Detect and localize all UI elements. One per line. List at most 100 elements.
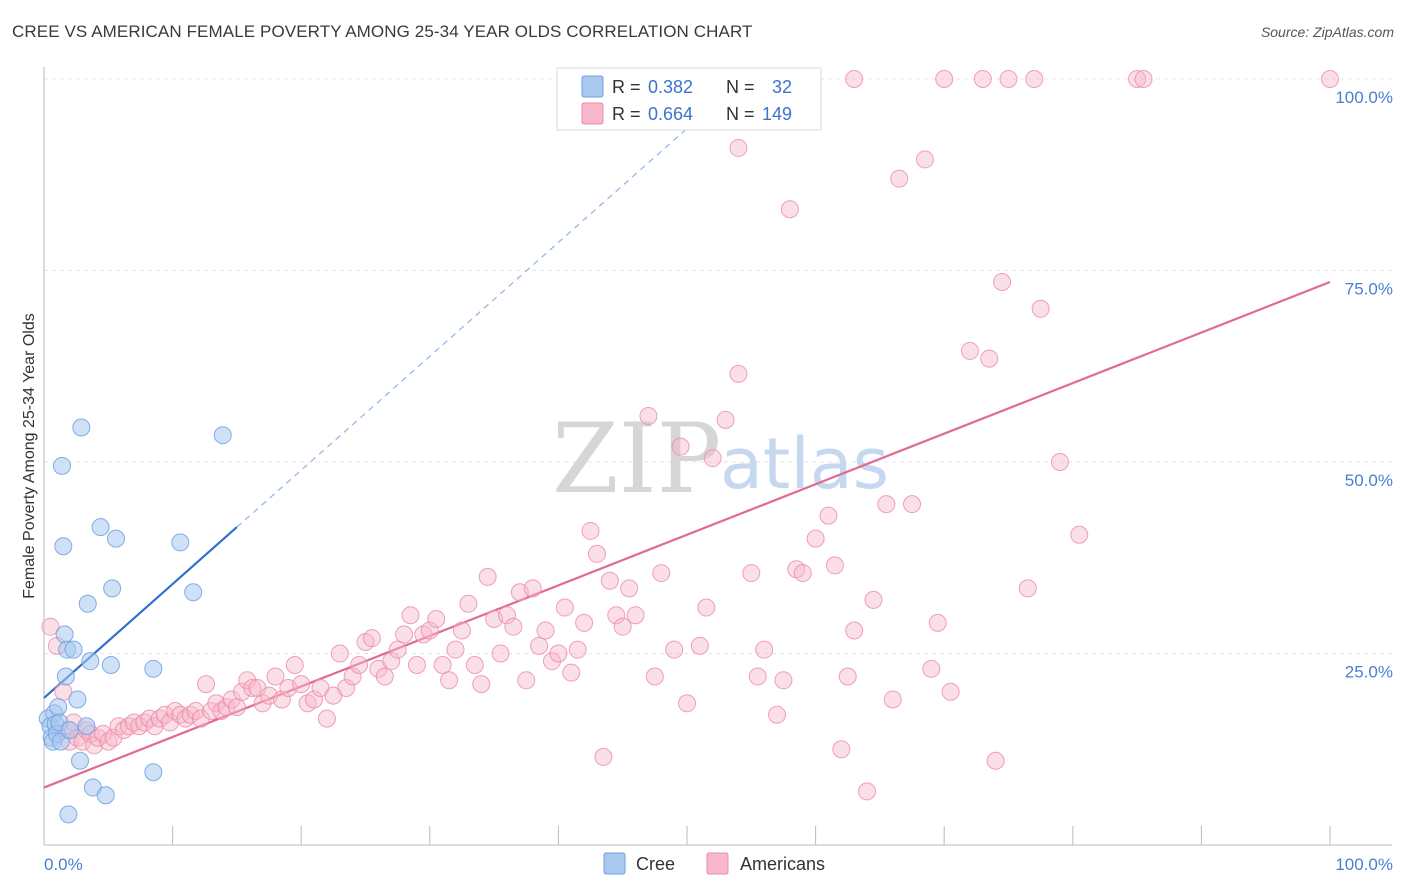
- americans-point: [993, 272, 1012, 291]
- americans-point: [665, 640, 684, 659]
- cree-trend-extension: [236, 93, 726, 528]
- americans-point: [285, 655, 304, 674]
- americans-point: [613, 617, 632, 636]
- legend-n-value-cree: 32: [772, 77, 792, 97]
- americans-point: [555, 598, 574, 617]
- cree-trend-line: [43, 526, 238, 699]
- americans-point: [343, 667, 362, 686]
- y-tick-label: 50.0%: [1345, 471, 1393, 490]
- legend-r-value-americans: 0.664: [648, 104, 693, 124]
- legend-r-label-americans: R =: [612, 104, 641, 124]
- americans-point: [587, 544, 606, 563]
- americans-point: [459, 594, 478, 613]
- americans-point: [858, 782, 877, 801]
- americans-point: [697, 598, 716, 617]
- americans-point: [536, 621, 555, 640]
- americans-point: [639, 407, 658, 426]
- americans-point: [330, 644, 349, 663]
- cree-point: [144, 763, 163, 782]
- americans-point: [780, 200, 799, 219]
- americans-point: [980, 349, 999, 368]
- americans-point: [272, 690, 291, 709]
- x-tick-label: 100.0%: [1335, 855, 1393, 874]
- cree-point: [171, 533, 190, 552]
- americans-point: [375, 667, 394, 686]
- americans-point: [607, 606, 626, 625]
- legend-swatch-cree: [581, 75, 604, 98]
- legend-swatch-americans: [581, 102, 604, 125]
- bottom-legend-label-americans: Americans: [740, 854, 825, 874]
- legend-n-value-americans: 149: [762, 104, 792, 124]
- americans-point: [568, 640, 587, 659]
- americans-point: [1128, 70, 1147, 88]
- cree-point: [107, 529, 126, 548]
- americans-point: [530, 636, 549, 655]
- americans-point: [401, 606, 420, 625]
- americans-point: [191, 709, 210, 728]
- cree-point: [71, 751, 90, 770]
- americans-point: [742, 564, 761, 583]
- americans-point: [549, 644, 568, 663]
- americans-point: [446, 640, 465, 659]
- legend-r-value-cree: 0.382: [648, 77, 693, 97]
- americans-point: [382, 652, 401, 671]
- americans-point: [941, 682, 960, 701]
- americans-point: [542, 652, 561, 671]
- cree-point: [59, 805, 78, 824]
- source-credit: Source: ZipAtlas.com: [1260, 24, 1394, 40]
- americans-point: [395, 625, 414, 644]
- americans-point: [523, 579, 542, 598]
- americans-point: [671, 437, 690, 456]
- watermark-atlas: atlas: [720, 423, 889, 505]
- americans-point: [716, 410, 735, 429]
- x-tick-label: 0.0%: [44, 855, 83, 874]
- cree-point: [54, 537, 73, 556]
- americans-point: [922, 659, 941, 678]
- americans-point: [774, 671, 793, 690]
- americans-point: [575, 613, 594, 632]
- legend-n-label-americans: N =: [726, 104, 755, 124]
- cree-point: [56, 667, 75, 686]
- americans-point: [903, 495, 922, 514]
- americans-point: [729, 138, 748, 157]
- americans-point: [427, 610, 446, 629]
- americans-point: [620, 579, 639, 598]
- americans-trend-line: [43, 280, 1331, 789]
- cree-point: [91, 518, 110, 537]
- americans-point: [517, 671, 536, 690]
- y-tick-label: 25.0%: [1345, 663, 1393, 682]
- cree-point: [53, 456, 72, 475]
- americans-point: [478, 567, 497, 586]
- americans-point: [233, 682, 252, 701]
- americans-point: [420, 621, 439, 640]
- americans-point: [161, 713, 180, 732]
- americans-point: [388, 640, 407, 659]
- americans-point: [626, 606, 645, 625]
- americans-point: [845, 70, 864, 88]
- legend: R = 0.382 N = 32 R = 0.664 N = 149: [556, 67, 822, 131]
- bottom-legend: Cree Americans: [603, 852, 825, 875]
- americans-point: [581, 521, 600, 540]
- americans-point: [337, 678, 356, 697]
- cree-point: [72, 418, 91, 437]
- americans-point: [440, 671, 459, 690]
- americans-point: [305, 690, 324, 709]
- americans-point: [838, 667, 857, 686]
- legend-n-label-cree: N =: [726, 77, 755, 97]
- americans-point: [806, 529, 825, 548]
- y-tick-label: 75.0%: [1345, 280, 1393, 299]
- americans-point: [890, 169, 909, 188]
- americans-point: [845, 621, 864, 640]
- americans-point: [755, 640, 774, 659]
- americans-point: [832, 740, 851, 759]
- americans-point: [960, 341, 979, 360]
- americans-point: [452, 621, 471, 640]
- americans-point: [350, 655, 369, 674]
- cree-points: [38, 418, 232, 824]
- americans-point: [104, 728, 123, 747]
- cree-point: [144, 659, 163, 678]
- americans-point: [935, 70, 954, 88]
- x-tick-labels: 0.0% 100.0%: [44, 855, 1393, 874]
- americans-point: [317, 709, 336, 728]
